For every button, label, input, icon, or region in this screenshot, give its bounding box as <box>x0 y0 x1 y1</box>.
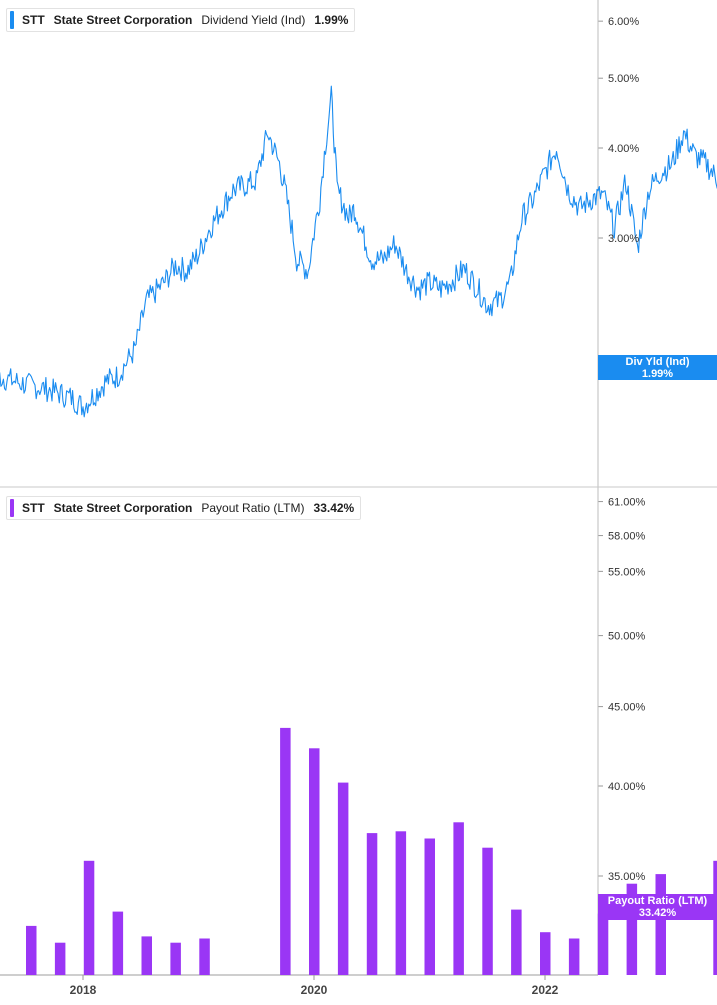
legend-company: State Street Corporation <box>53 501 193 515</box>
y-tick-label: 4.00% <box>608 143 639 155</box>
y-tick-label: 3.00% <box>608 233 639 245</box>
legend-metric: Payout Ratio (LTM) <box>201 501 305 515</box>
payout-bar <box>540 932 551 975</box>
payout-bar <box>141 936 152 975</box>
payout-bar <box>626 883 638 975</box>
x-tick-label: 2022 <box>532 983 559 997</box>
y-tick-label: 40.00% <box>608 781 646 793</box>
payout-bar <box>170 942 181 975</box>
payout-bar <box>424 838 435 975</box>
legend-metric: Dividend Yield (Ind) <box>201 13 306 27</box>
payout-bar <box>337 782 349 975</box>
payout-bar <box>482 847 493 975</box>
payout-bar <box>655 874 666 975</box>
flag-value: 1.99% <box>641 368 674 380</box>
payout-bar <box>280 727 291 975</box>
legend-company: State Street Corporation <box>53 13 193 27</box>
legend-value: 33.42% <box>313 501 355 515</box>
payout-bar <box>597 913 609 975</box>
bottom-legend: STT State Street Corporation Payout Rati… <box>6 496 362 520</box>
legend-ticker: STT <box>22 501 45 515</box>
x-tick-label: 2020 <box>301 983 328 997</box>
dividend-yield-line <box>0 85 717 418</box>
y-tick-label: 61.00% <box>608 497 646 509</box>
series-color-marker <box>10 11 14 29</box>
payout-bar <box>453 822 464 975</box>
payout-bar <box>112 911 124 975</box>
bottom-y-axis: 35.00% 40.00% 45.00% 50.00% 55.00% 58.00% 61.0… <box>608 497 646 883</box>
payout-bar <box>309 748 320 975</box>
payout-bar <box>83 860 95 975</box>
y-tick-label: 55.00% <box>608 566 646 578</box>
current-value-flag: Div Yld (Ind) 1.99% <box>598 355 717 380</box>
y-tick-label: 6.00% <box>608 16 639 28</box>
top-legend: STT State Street Corporation Dividend Yi… <box>6 8 356 32</box>
x-tick-label: 2018 <box>70 983 97 997</box>
payout-bar <box>26 925 37 975</box>
series-color-marker <box>10 499 14 517</box>
current-value-flag: Payout Ratio (LTM) 33.42% <box>598 894 717 920</box>
y-tick-label: 35.00% <box>608 871 646 883</box>
y-tick-label: 45.00% <box>608 702 646 714</box>
y-tick-label: 5.00% <box>608 73 639 85</box>
bottom-panel-plot <box>598 501 603 877</box>
flag-label: Div Yld (Ind) <box>625 356 690 368</box>
x-axis: 20182020202220242026 <box>70 975 559 997</box>
dividend-yield-series <box>0 85 717 418</box>
y-tick-label: 58.00% <box>608 531 646 543</box>
flag-label: Payout Ratio (LTM) <box>607 895 708 907</box>
flag-value: 33.42% <box>638 907 677 919</box>
payout-bar <box>568 938 580 975</box>
top-panel-plot <box>598 20 603 239</box>
payout-bar <box>54 942 66 975</box>
top-y-axis: 3.00% 4.00% 5.00% 6.00% <box>608 16 639 245</box>
legend-ticker: STT <box>22 13 45 27</box>
payout-bar <box>199 938 210 975</box>
payout-bar <box>395 831 407 975</box>
y-tick-label: 50.00% <box>608 631 646 643</box>
payout-bar <box>511 909 522 975</box>
legend-value: 1.99% <box>314 13 349 27</box>
payout-bar <box>366 833 378 975</box>
